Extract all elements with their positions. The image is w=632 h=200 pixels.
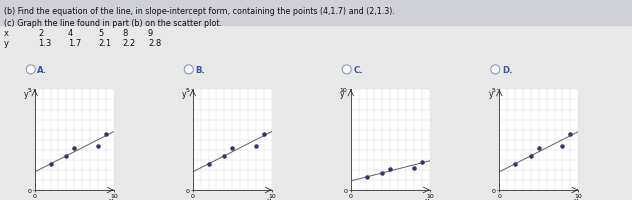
Text: 2.8: 2.8 — [148, 38, 161, 47]
Text: 8: 8 — [122, 29, 128, 38]
Text: 4: 4 — [68, 29, 73, 38]
Point — [101, 132, 111, 136]
Point — [228, 146, 238, 150]
Point — [204, 162, 214, 166]
Text: 2: 2 — [38, 29, 43, 38]
Point — [93, 144, 103, 148]
Text: 2.2: 2.2 — [122, 38, 135, 47]
Point — [251, 144, 261, 148]
Text: A.: A. — [37, 66, 47, 74]
Point — [526, 154, 536, 158]
Point — [565, 132, 575, 136]
Point — [417, 160, 427, 164]
Point — [557, 144, 568, 148]
Text: 9: 9 — [148, 29, 153, 38]
Text: y: y — [340, 90, 344, 99]
Point — [219, 154, 229, 158]
Point — [533, 146, 544, 150]
Point — [259, 132, 269, 136]
Text: x: x — [425, 196, 430, 200]
Text: D.: D. — [502, 66, 513, 74]
Point — [362, 175, 372, 179]
Text: x: x — [267, 196, 272, 200]
Circle shape — [27, 66, 35, 74]
Text: 2.1: 2.1 — [98, 38, 111, 47]
Text: C.: C. — [353, 66, 363, 74]
Text: B.: B. — [195, 66, 205, 74]
Text: y: y — [24, 90, 28, 99]
Text: y: y — [489, 90, 493, 99]
Point — [46, 162, 56, 166]
Circle shape — [343, 66, 351, 74]
Circle shape — [185, 66, 193, 74]
Text: 5: 5 — [98, 29, 103, 38]
Text: y: y — [4, 38, 9, 47]
Text: 1.7: 1.7 — [68, 38, 82, 47]
Text: (c) Graph the line found in part (b) on the scatter plot.: (c) Graph the line found in part (b) on … — [4, 18, 222, 27]
Point — [409, 166, 419, 170]
Point — [69, 146, 79, 150]
Point — [386, 167, 396, 171]
Text: 1.3: 1.3 — [38, 38, 51, 47]
Point — [377, 171, 387, 175]
Point — [61, 154, 71, 158]
Text: x: x — [109, 196, 114, 200]
Point — [510, 162, 520, 166]
Circle shape — [491, 66, 500, 74]
Text: (b) Find the equation of the line, in slope-intercept form, containing the point: (b) Find the equation of the line, in sl… — [4, 7, 395, 16]
Text: x: x — [574, 196, 578, 200]
Text: x: x — [4, 29, 9, 38]
Text: y: y — [182, 90, 186, 99]
